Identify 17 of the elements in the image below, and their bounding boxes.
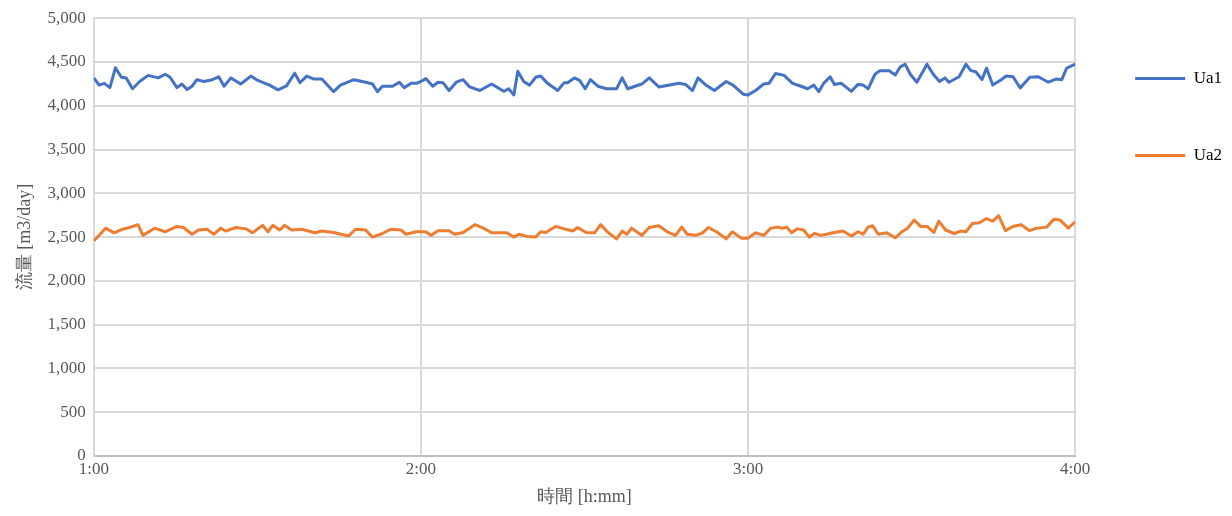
y-tick-label: 4,000 [47, 95, 86, 115]
x-tick-label: 3:00 [732, 458, 764, 478]
y-tick-label: 2,000 [47, 270, 86, 290]
y-tick-label: 5,000 [47, 7, 86, 27]
x-tick-label: 4:00 [1060, 458, 1091, 478]
y-tick-label: 4,500 [47, 51, 86, 71]
y-tick-label: 3,000 [47, 182, 86, 202]
legend-label: Ua1 [1193, 67, 1223, 87]
x-axis-title: 時間 [h:mm] [537, 485, 632, 506]
x-tick-label: 2:00 [405, 458, 437, 478]
legend-label: Ua2 [1193, 144, 1223, 164]
y-tick-label: 500 [60, 401, 86, 421]
y-tick-label: 3,500 [47, 139, 86, 159]
y-tick-label: 1,000 [47, 357, 86, 377]
y-axis-title: 流量 [m3/day] [13, 183, 34, 291]
y-tick-label: 2,500 [47, 226, 86, 246]
y-tick-label: 1,500 [47, 314, 86, 334]
